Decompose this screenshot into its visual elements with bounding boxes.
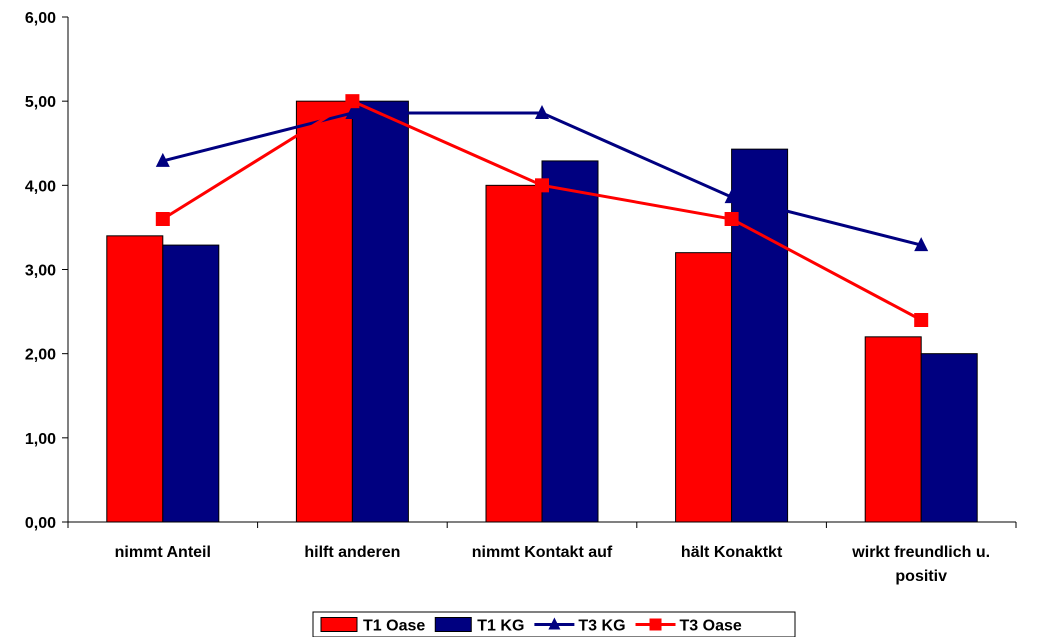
point-t3-kg-2 (535, 104, 549, 119)
point-t3-kg-0 (155, 152, 170, 167)
bar-t1-oase-0 (106, 235, 164, 523)
legend-label-t1-oase: T1 Oase (363, 618, 425, 635)
bar-t1-oase-3 (675, 252, 733, 523)
point-t3-oase-0 (155, 212, 170, 226)
x-tick-label: hält Konaktkt (681, 544, 783, 561)
legend-box (312, 611, 796, 637)
point-t3-oase-2 (535, 178, 549, 193)
bar-t1-kg-0 (162, 244, 220, 523)
point-t3-kg-4 (914, 237, 929, 252)
bars (106, 100, 978, 523)
series-lines (155, 94, 929, 327)
x-tick-label: positiv (895, 568, 947, 585)
y-tick-label: 4,00 (25, 178, 56, 195)
bar-t1-kg-4 (920, 353, 978, 523)
bar-t1-kg-2 (541, 160, 599, 523)
legend-label-t3-kg: T3 KG (578, 618, 625, 635)
point-t3-oase-3 (724, 212, 739, 226)
bar-t1-oase-4 (864, 336, 922, 523)
legend-label-t1-kg: T1 KG (477, 618, 524, 635)
legend-marker-t3-oase (649, 618, 662, 631)
x-tick-label: hilft anderen (304, 544, 400, 561)
legend-swatch-t1-kg (434, 617, 472, 632)
bar-t1-kg-1 (351, 100, 409, 523)
point-t3-kg-1 (345, 104, 360, 119)
bar-t1-kg-3 (731, 148, 789, 523)
axes: 0,00 1,00 2,00 3,00 4,00 5,00 6,00 nimmt Anteil… (25, 10, 1017, 585)
point-t3-oase-1 (345, 94, 360, 109)
y-tick-label: 3,00 (25, 263, 56, 280)
legend-label-t3-oase: T3 Oase (680, 618, 742, 635)
bar-t1-oase-1 (295, 100, 353, 523)
legend: T1 Oase T1 KG T3 KG T3 Oase (312, 611, 796, 637)
point-t3-kg-3 (724, 189, 739, 204)
x-tick-label: wirkt freundlich u. (851, 544, 990, 561)
y-tick-label: 5,00 (25, 94, 56, 111)
bar-t1-oase-2 (485, 184, 543, 523)
x-tick-label: nimmt Anteil (115, 544, 211, 561)
y-tick-label: 1,00 (25, 431, 56, 448)
legend-marker-t3-kg (548, 617, 561, 630)
legend-swatch-t1-oase (320, 617, 358, 632)
x-tick-label: nimmt Kontakt auf (472, 544, 613, 561)
y-tick-label: 0,00 (25, 515, 56, 532)
y-tick-label: 6,00 (25, 10, 56, 27)
y-tick-label: 2,00 (25, 347, 56, 364)
point-t3-oase-4 (914, 313, 929, 327)
